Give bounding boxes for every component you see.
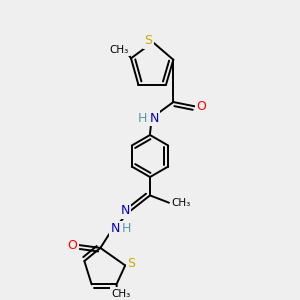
Text: CH₃: CH₃ [109, 45, 128, 55]
Text: H: H [138, 112, 147, 124]
Text: S: S [128, 257, 136, 271]
Text: N: N [150, 112, 159, 124]
Text: O: O [196, 100, 206, 113]
Text: CH₃: CH₃ [111, 289, 130, 299]
Text: CH₃: CH₃ [172, 198, 191, 208]
Text: S: S [145, 34, 152, 47]
Text: N: N [121, 204, 130, 218]
Text: N: N [110, 223, 120, 236]
Text: O: O [68, 238, 78, 251]
Text: H: H [122, 223, 131, 236]
